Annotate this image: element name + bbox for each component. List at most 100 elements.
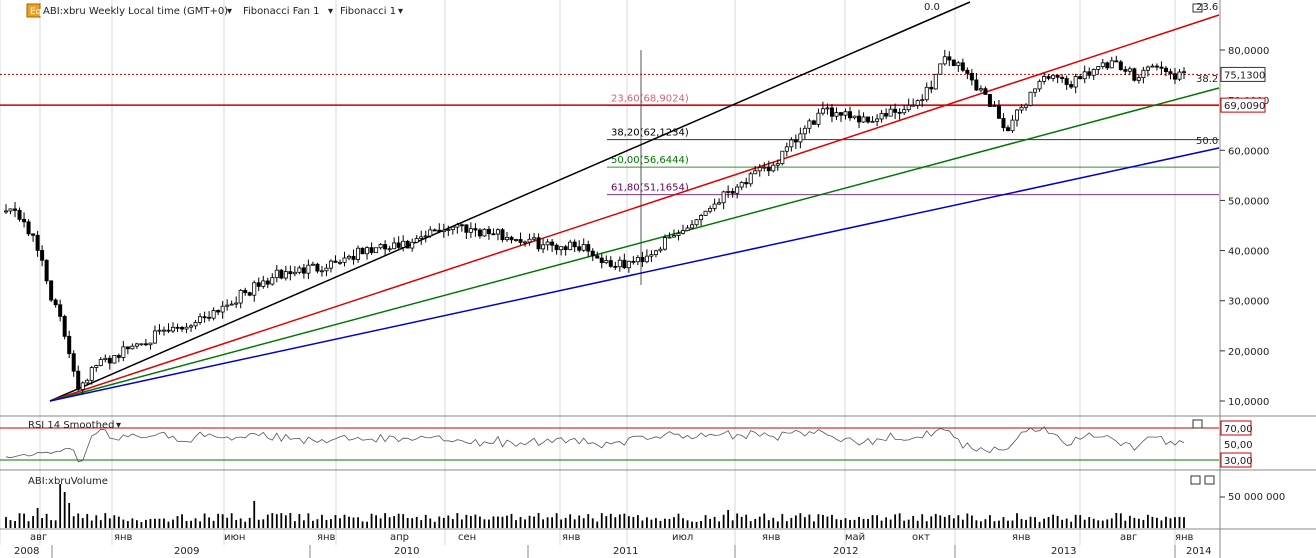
volume-bar-169 [767, 520, 770, 528]
candle-body-216 [978, 88, 983, 91]
volume-bar-198 [898, 513, 901, 528]
candle-body-82 [374, 247, 379, 254]
candle-body-155 [703, 210, 708, 216]
close-volume-panel-icon[interactable] [1204, 475, 1215, 485]
candle-body-162 [735, 186, 740, 194]
volume-bar-242 [1097, 520, 1100, 528]
volume-bar-2 [14, 521, 16, 528]
rsi-line: 70,00 50,00 30,00 [0, 420, 1253, 468]
volume-bar-47 [217, 513, 220, 528]
volume-bar-247 [1119, 513, 1122, 528]
candle-body-1 [8, 208, 13, 212]
candle-body-37 [170, 326, 175, 332]
volume-bar-36 [167, 521, 170, 528]
fib-fan-dropdown-icon[interactable]: ▾ [328, 6, 333, 17]
volume-title[interactable]: ABI:xbruVolume [28, 476, 108, 487]
candle-body-233 [1055, 74, 1060, 78]
volume-bar-140 [636, 515, 639, 528]
volume-bar-173 [785, 521, 788, 528]
year-label-1: 2009 [174, 546, 199, 557]
volume-bar-176 [799, 513, 802, 528]
candle-body-49 [225, 304, 230, 307]
volume-bar-199 [903, 520, 906, 528]
maximize-rsi-panel-icon[interactable] [1192, 419, 1203, 429]
candle-body-73 [333, 260, 338, 263]
candle-body-137 [622, 259, 627, 269]
candle-body-159 [721, 191, 726, 204]
price-tick-label-6: 20,0000 [1228, 347, 1269, 358]
candle-body-105 [477, 229, 482, 237]
fib-level-label-3: 61,80(51,1654) [611, 183, 689, 194]
volume-bar-255 [1156, 517, 1158, 528]
candle-body-95 [432, 229, 437, 232]
fan-label-2: 38.2 [1196, 74, 1218, 85]
volume-bar-218 [989, 515, 991, 528]
volume-bar-174 [790, 517, 793, 528]
candle-body-193 [875, 118, 880, 122]
volume-bar-153 [695, 521, 698, 528]
volume-bar-211 [957, 515, 960, 528]
rsi-dropdown-icon[interactable]: ▾ [116, 420, 121, 431]
candle-body-27 [125, 346, 130, 350]
volume-bar-126 [573, 519, 576, 528]
candle-body-197 [893, 108, 898, 113]
rsi-title[interactable]: RSI 14 Smoothed [28, 420, 114, 431]
candle-body-118 [536, 237, 541, 250]
fib-label[interactable]: Fibonacci 1 [340, 6, 396, 17]
fib-fan-lines: 0.0 23.6 38.2 50.0 [49, 1, 1220, 402]
volume-bar-220 [998, 520, 1000, 528]
candle-body-88 [401, 240, 406, 248]
volume-bar-37 [172, 519, 174, 528]
volume-bar-215 [975, 520, 978, 528]
volume-bar-238 [1079, 515, 1082, 528]
volume-bar-20 [95, 515, 98, 528]
candle-body-71 [324, 267, 329, 272]
maximize-volume-panel-icon[interactable] [1190, 475, 1201, 485]
volume-bar-172 [781, 514, 784, 528]
candle-body-19 [89, 367, 94, 381]
volume-bar-128 [582, 518, 585, 528]
candle-body-219 [992, 105, 997, 107]
volume-bar-3 [18, 513, 21, 528]
candle-body-48 [220, 305, 225, 313]
fib-dropdown-icon[interactable]: ▾ [398, 6, 403, 17]
price-axis: 80,000070,000060,000050,000040,000030,00… [1220, 46, 1269, 408]
candle-body-81 [369, 247, 374, 254]
candle-body-209 [947, 56, 952, 61]
symbol-label[interactable]: ABI:xbru Weekly Local time (GMT+0) [43, 6, 228, 17]
volume-bar-75 [343, 514, 346, 528]
candle-body-21 [98, 359, 103, 366]
volume-bar-23 [108, 518, 111, 528]
symbol-dropdown-icon[interactable]: ▾ [227, 6, 232, 17]
volume-bar-33 [154, 518, 156, 528]
volume-bar-59 [271, 513, 274, 528]
candle-body-17 [80, 382, 85, 390]
candle-body-146 [662, 237, 667, 250]
candle-body-217 [983, 88, 988, 95]
candle-body-7 [35, 234, 40, 251]
month-label-13: янв [1175, 532, 1194, 543]
candle-body-85 [387, 248, 392, 251]
volume-bar-9 [45, 513, 48, 528]
volume-bar-54 [248, 517, 251, 528]
volume-bar-123 [560, 519, 563, 528]
candle-body-242 [1096, 66, 1101, 70]
volume-bar-27 [126, 521, 129, 528]
candle-body-261 [1182, 71, 1187, 74]
maximize-price-panel-icon[interactable] [1192, 3, 1203, 13]
candle-body-156 [708, 208, 713, 212]
candle-body-53 [243, 289, 248, 294]
candle-body-114 [518, 239, 523, 243]
volume-bar-164 [745, 514, 748, 528]
candle-body-31 [143, 343, 148, 346]
price-tick-label-4: 40,0000 [1228, 247, 1269, 258]
candle-body-35 [161, 329, 166, 332]
candle-body-41 [189, 325, 194, 328]
volume-bar-13 [63, 492, 66, 528]
volume-bar-181 [822, 514, 824, 528]
candle-body-225 [1019, 106, 1024, 111]
fib-fan-label[interactable]: Fibonacci Fan 1 [243, 6, 320, 17]
candle-body-142 [644, 255, 649, 263]
candle-body-192 [870, 120, 875, 123]
volume-bar-185 [840, 519, 842, 528]
